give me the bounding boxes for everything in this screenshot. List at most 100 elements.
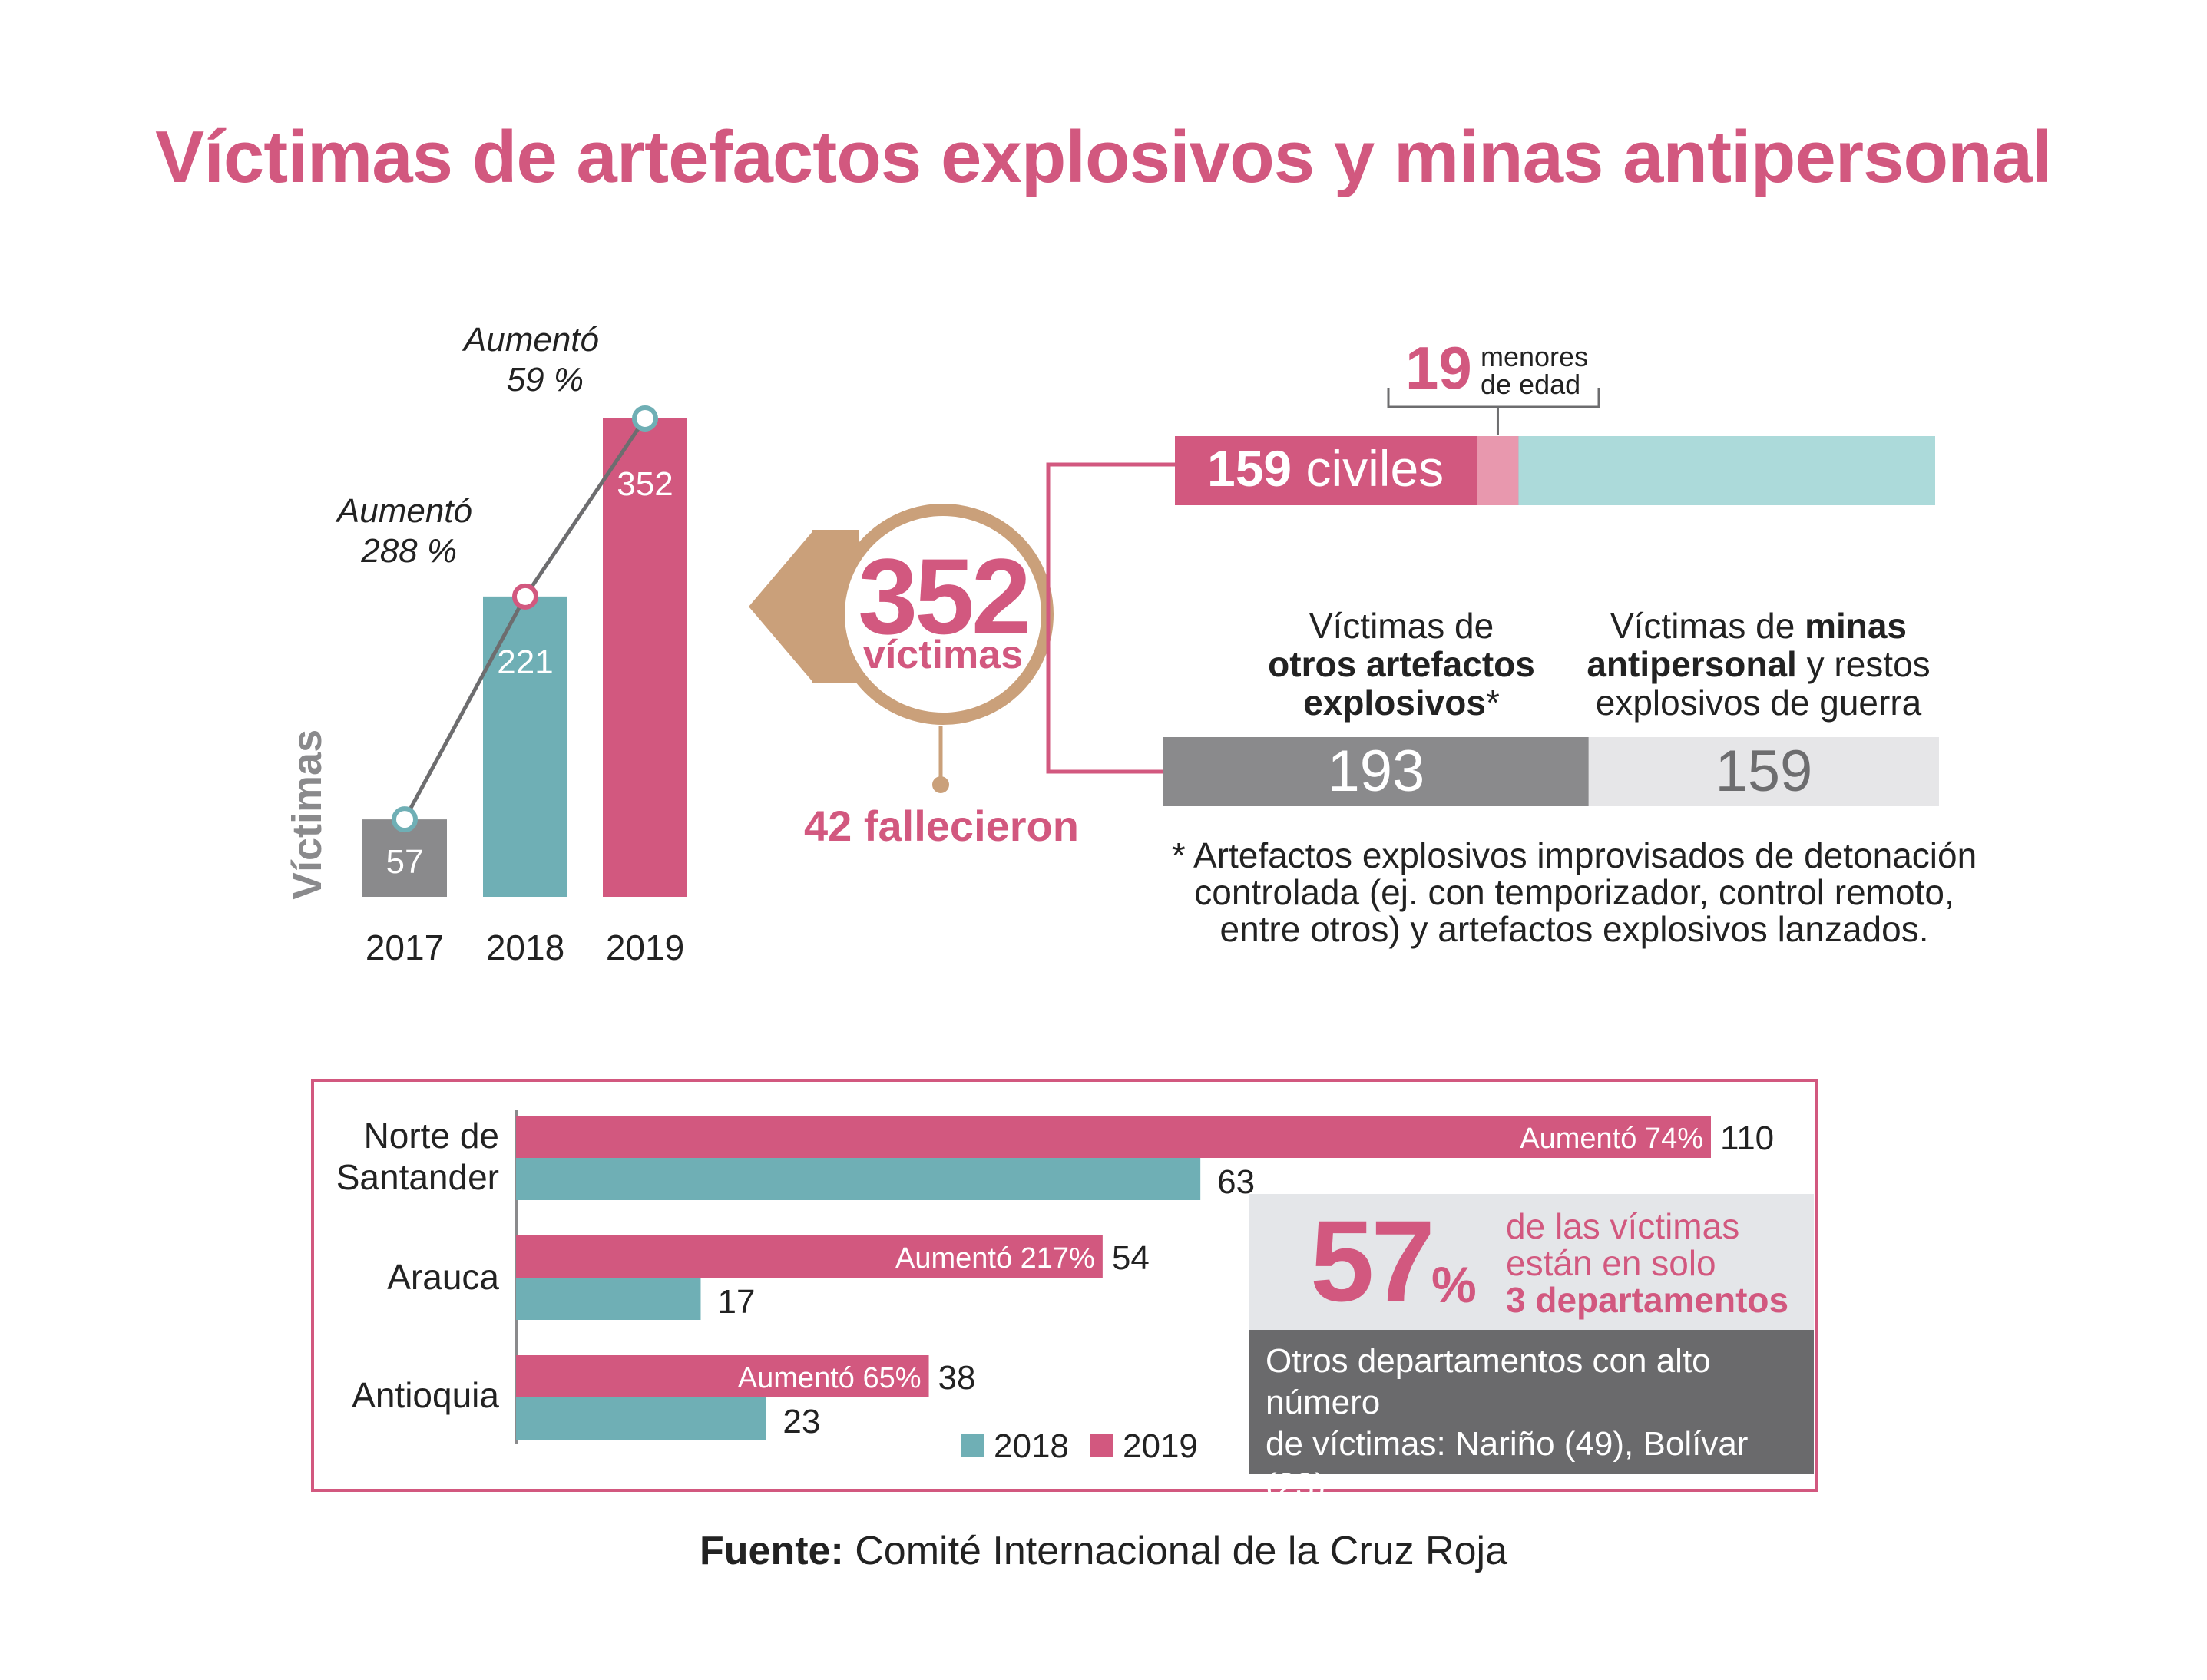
dept-bar-2019: [516, 1116, 1711, 1158]
other-departments-line-2: de víctimas: Nariño (49), Bolívar (23),: [1266, 1425, 1749, 1504]
percent-line-1: de las víctimas: [1506, 1206, 1740, 1246]
total-label: víctimas: [863, 633, 1023, 677]
other-departments-line-1: Otros departamentos con alto número: [1266, 1342, 1711, 1421]
year-bar-label-2018: 221: [497, 643, 553, 681]
other-departments-box: Otros departamentos con alto número de v…: [1249, 1330, 1814, 1546]
other-artifacts-line-3: explosivos: [1303, 683, 1486, 723]
year-bar-label-2019: 352: [617, 465, 673, 503]
percent-line-3: 3 departamentos: [1506, 1280, 1789, 1320]
year-chart-ylabel: Víctimas: [284, 729, 330, 900]
percent-text: de las víctimas están en solo 3 departam…: [1506, 1208, 1788, 1318]
growth-annotation-2-line-1: Aumentó: [462, 321, 599, 359]
other-artifacts-line-2: otros artefactos: [1268, 644, 1535, 684]
badge-stem-dot: [932, 776, 949, 793]
dept-bar-2019: [516, 1235, 1103, 1278]
trend-dot-2017: [392, 806, 418, 833]
dept-label-norte-line-2: Santander: [336, 1157, 499, 1197]
footnote-asterisk: *: [1485, 683, 1500, 723]
percent-number: 57: [1310, 1196, 1435, 1325]
other-departments-line-3: Cauca (23), Chocó (18), Meta (13).: [1266, 1508, 1792, 1546]
source-note: Fuente: Comité Internacional de la Cruz …: [0, 1528, 2207, 1574]
dept-growth-annotation: Aumentó 74%: [1520, 1123, 1703, 1155]
department-bar-chart: Aumentó 74% 110 63 Aumentó 217% 54 17 Aumentó …: [515, 1110, 1774, 1465]
civiles-text: civiles: [1305, 440, 1444, 497]
civiles-number: 159: [1207, 440, 1292, 497]
dept-bar-2018: [516, 1278, 701, 1320]
dept-growth-annotation: Aumentó 217%: [895, 1242, 1095, 1275]
civiles-segment: [1175, 436, 1519, 505]
dept-value-2018: 23: [783, 1403, 820, 1440]
mines-line-1a: Víctimas de: [1610, 606, 1805, 646]
percent-box: 57 % de las víctimas están en solo 3 dep…: [1249, 1194, 1814, 1330]
mines-line-3: explosivos de guerra: [1595, 683, 1922, 723]
badge-arrow: [749, 530, 814, 683]
other-artifacts-segment: [1163, 737, 1589, 806]
footnote: * Artefactos explosivos improvisados de …: [1152, 837, 1997, 947]
other-artifacts-line-3-wrap: explosivos*: [1229, 683, 1574, 722]
total-number: 352: [858, 536, 1028, 656]
minors-number: 19: [1405, 334, 1472, 402]
mines-value: 159: [1715, 739, 1812, 804]
minors-segment: [1477, 436, 1519, 505]
mines-line-2: antipersonal y restos: [1559, 645, 1958, 683]
growth-annotation-1-line-1: Aumentó: [335, 492, 472, 530]
civiles-bar: [1175, 388, 1935, 505]
minors-bracket: [1387, 388, 1600, 408]
legend-label-2019: 2019: [1123, 1427, 1198, 1465]
minors-label-1: menores: [1481, 341, 1589, 372]
other-artifacts-heading: Víctimas de otros artefactos explosivos*: [1229, 607, 1574, 722]
department-chart-frame: [311, 1079, 1818, 1492]
footnote-line-2: controlada (ej. con temporizador, contro…: [1194, 872, 1954, 912]
year-tick-2019: 2019: [606, 928, 684, 967]
dept-value-2018: 63: [1217, 1163, 1255, 1201]
mines-heading: Víctimas de minas antipersonal y restos …: [1559, 607, 1958, 722]
footnote-line-3: entre otros) y artefactos explosivos lan…: [1219, 909, 1929, 949]
dept-bar-2018: [516, 1397, 766, 1440]
dept-value-2018: 17: [717, 1283, 755, 1321]
year-tick-2018: 2018: [486, 928, 564, 967]
mines-line-2a: antipersonal: [1587, 644, 1797, 684]
split-bar: 193 159: [1163, 737, 1939, 806]
footnote-line-1: * Artefactos explosivos improvisados de …: [1171, 835, 1977, 875]
minors-annotation: 19 menores de edad: [1405, 334, 1605, 402]
mines-line-1b: minas: [1805, 606, 1908, 646]
dept-label-arauca: Arauca: [387, 1257, 499, 1297]
legend-swatch-2019: [1090, 1434, 1113, 1457]
minors-label-2: de edad: [1481, 369, 1581, 400]
percent-sign: %: [1431, 1256, 1477, 1313]
dept-label-norte: Norte de Santander: [292, 1115, 499, 1198]
dept-label-norte-line-1: Norte de: [363, 1116, 499, 1156]
mines-segment: [1588, 737, 1939, 806]
summary-badge: 352 víctimas 42 fallecieron: [749, 462, 1175, 850]
growth-annotation-2-line-2: 59 %: [507, 361, 584, 399]
legend-label-2018: 2018: [994, 1427, 1069, 1465]
dept-value-2019: 110: [1720, 1119, 1774, 1157]
dept-bar-2018: [516, 1158, 1201, 1200]
other-artifacts-line-1: Víctimas de: [1309, 606, 1494, 646]
source-text: Comité Internacional de la Cruz Roja: [855, 1529, 1507, 1573]
dept-label-antioquia: Antioquia: [352, 1375, 499, 1415]
legend-swatch-2018: [961, 1434, 984, 1457]
year-bar-2018: [483, 596, 567, 897]
dead-label: 42 fallecieron: [804, 802, 1079, 850]
trend-dot-2018: [512, 583, 538, 610]
percent-line-2: están en solo: [1506, 1243, 1716, 1283]
source-label: Fuente:: [700, 1529, 844, 1573]
dept-growth-annotation: Aumentó 65%: [738, 1362, 922, 1394]
mines-line-2b: y restos: [1796, 644, 1931, 684]
growth-annotation-1-line-2: 288 %: [360, 532, 457, 570]
dept-value-2019: 54: [1112, 1239, 1150, 1277]
year-bar-2019: [603, 418, 687, 897]
civiles-label: 159 civiles: [1207, 439, 1444, 498]
other-artifacts-value: 193: [1327, 739, 1424, 804]
page-title: Víctimas de artefactos explosivos y mina…: [155, 116, 2053, 198]
badge-connector: [1046, 462, 1175, 774]
trend-dot-2019: [632, 405, 658, 432]
dept-value-2019: 38: [938, 1359, 976, 1397]
year-tick-2017: 2017: [366, 928, 444, 967]
mines-line-1: Víctimas de minas: [1559, 607, 1958, 645]
year-bar-label-2017: 57: [386, 843, 424, 881]
dept-bar-2019: [516, 1355, 929, 1397]
